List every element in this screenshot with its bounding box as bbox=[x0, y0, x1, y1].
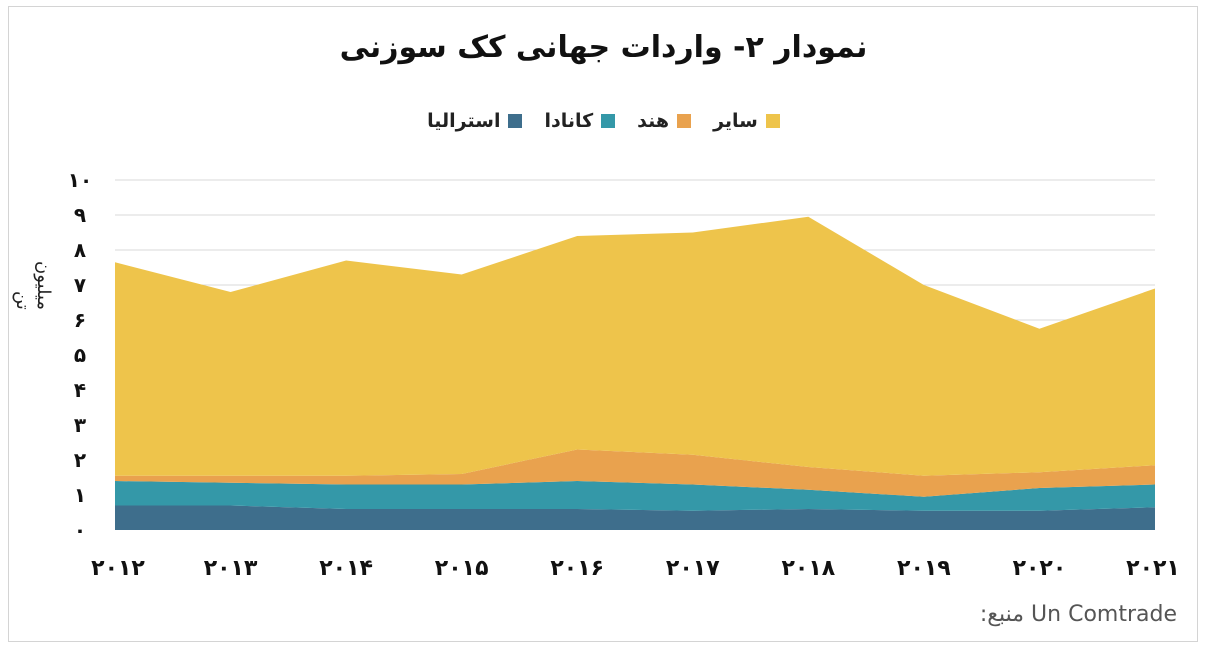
x-tick-label: ۲۰۲۱ bbox=[1126, 556, 1180, 581]
y-axis-label: میلیون تن bbox=[12, 261, 54, 310]
legend-label: هند bbox=[637, 110, 670, 132]
legend-swatch bbox=[508, 114, 523, 128]
legend-swatch bbox=[601, 114, 616, 128]
y-tick-label: ۱۰ bbox=[68, 168, 92, 192]
y-tick-label: ۷ bbox=[74, 273, 86, 297]
area-series-3 bbox=[115, 216, 1155, 476]
x-tick-label: ۲۰۱۵ bbox=[435, 556, 489, 581]
y-tick-label: ۱ bbox=[74, 483, 86, 507]
x-tick-label: ۲۰۱۴ bbox=[319, 556, 373, 581]
x-tick-label: ۲۰۱۶ bbox=[550, 556, 604, 581]
x-tick-label: ۲۰۲۰ bbox=[1013, 556, 1067, 581]
legend-label: سایر bbox=[713, 110, 758, 132]
x-tick-label: ۲۰۱۲ bbox=[91, 556, 145, 581]
source-note: منبع: Un Comtrade bbox=[980, 602, 1177, 627]
y-tick-label: ۵ bbox=[74, 343, 86, 367]
legend-item: استرالیا bbox=[427, 110, 523, 132]
y-tick-label: ۴ bbox=[74, 378, 86, 402]
x-tick-label: ۲۰۱۳ bbox=[204, 556, 258, 581]
legend-swatch bbox=[677, 114, 692, 128]
legend-label: استرالیا bbox=[427, 110, 501, 132]
source-value: Un Comtrade bbox=[1031, 602, 1177, 627]
area-series-2 bbox=[115, 449, 1155, 497]
legend-item: کانادا bbox=[544, 110, 616, 132]
area-series-0 bbox=[115, 505, 1155, 530]
area-series-1 bbox=[115, 481, 1155, 511]
y-tick-label: ۸ bbox=[74, 238, 86, 262]
y-tick-label: ۲ bbox=[74, 448, 86, 472]
x-tick-label: ۲۰۱۷ bbox=[666, 556, 720, 581]
legend-item: هند bbox=[637, 110, 692, 132]
y-tick-label: ۶ bbox=[74, 308, 86, 332]
legend-item: سایر bbox=[713, 110, 780, 132]
chart-title: نمودار ۲- واردات جهانی کک سوزنی bbox=[339, 30, 868, 65]
y-tick-label: ۰ bbox=[74, 518, 86, 542]
x-tick-label: ۲۰۱۹ bbox=[897, 556, 951, 581]
legend: سایر هند کانادا استرالیا bbox=[0, 110, 1207, 132]
source-label: منبع: bbox=[979, 602, 1025, 627]
legend-swatch bbox=[765, 114, 780, 128]
y-tick-label: ۹ bbox=[74, 203, 86, 227]
chart-frame bbox=[8, 6, 1198, 642]
legend-label: کانادا bbox=[544, 110, 594, 132]
x-tick-label: ۲۰۱۸ bbox=[781, 556, 835, 581]
y-tick-label: ۳ bbox=[74, 413, 86, 437]
